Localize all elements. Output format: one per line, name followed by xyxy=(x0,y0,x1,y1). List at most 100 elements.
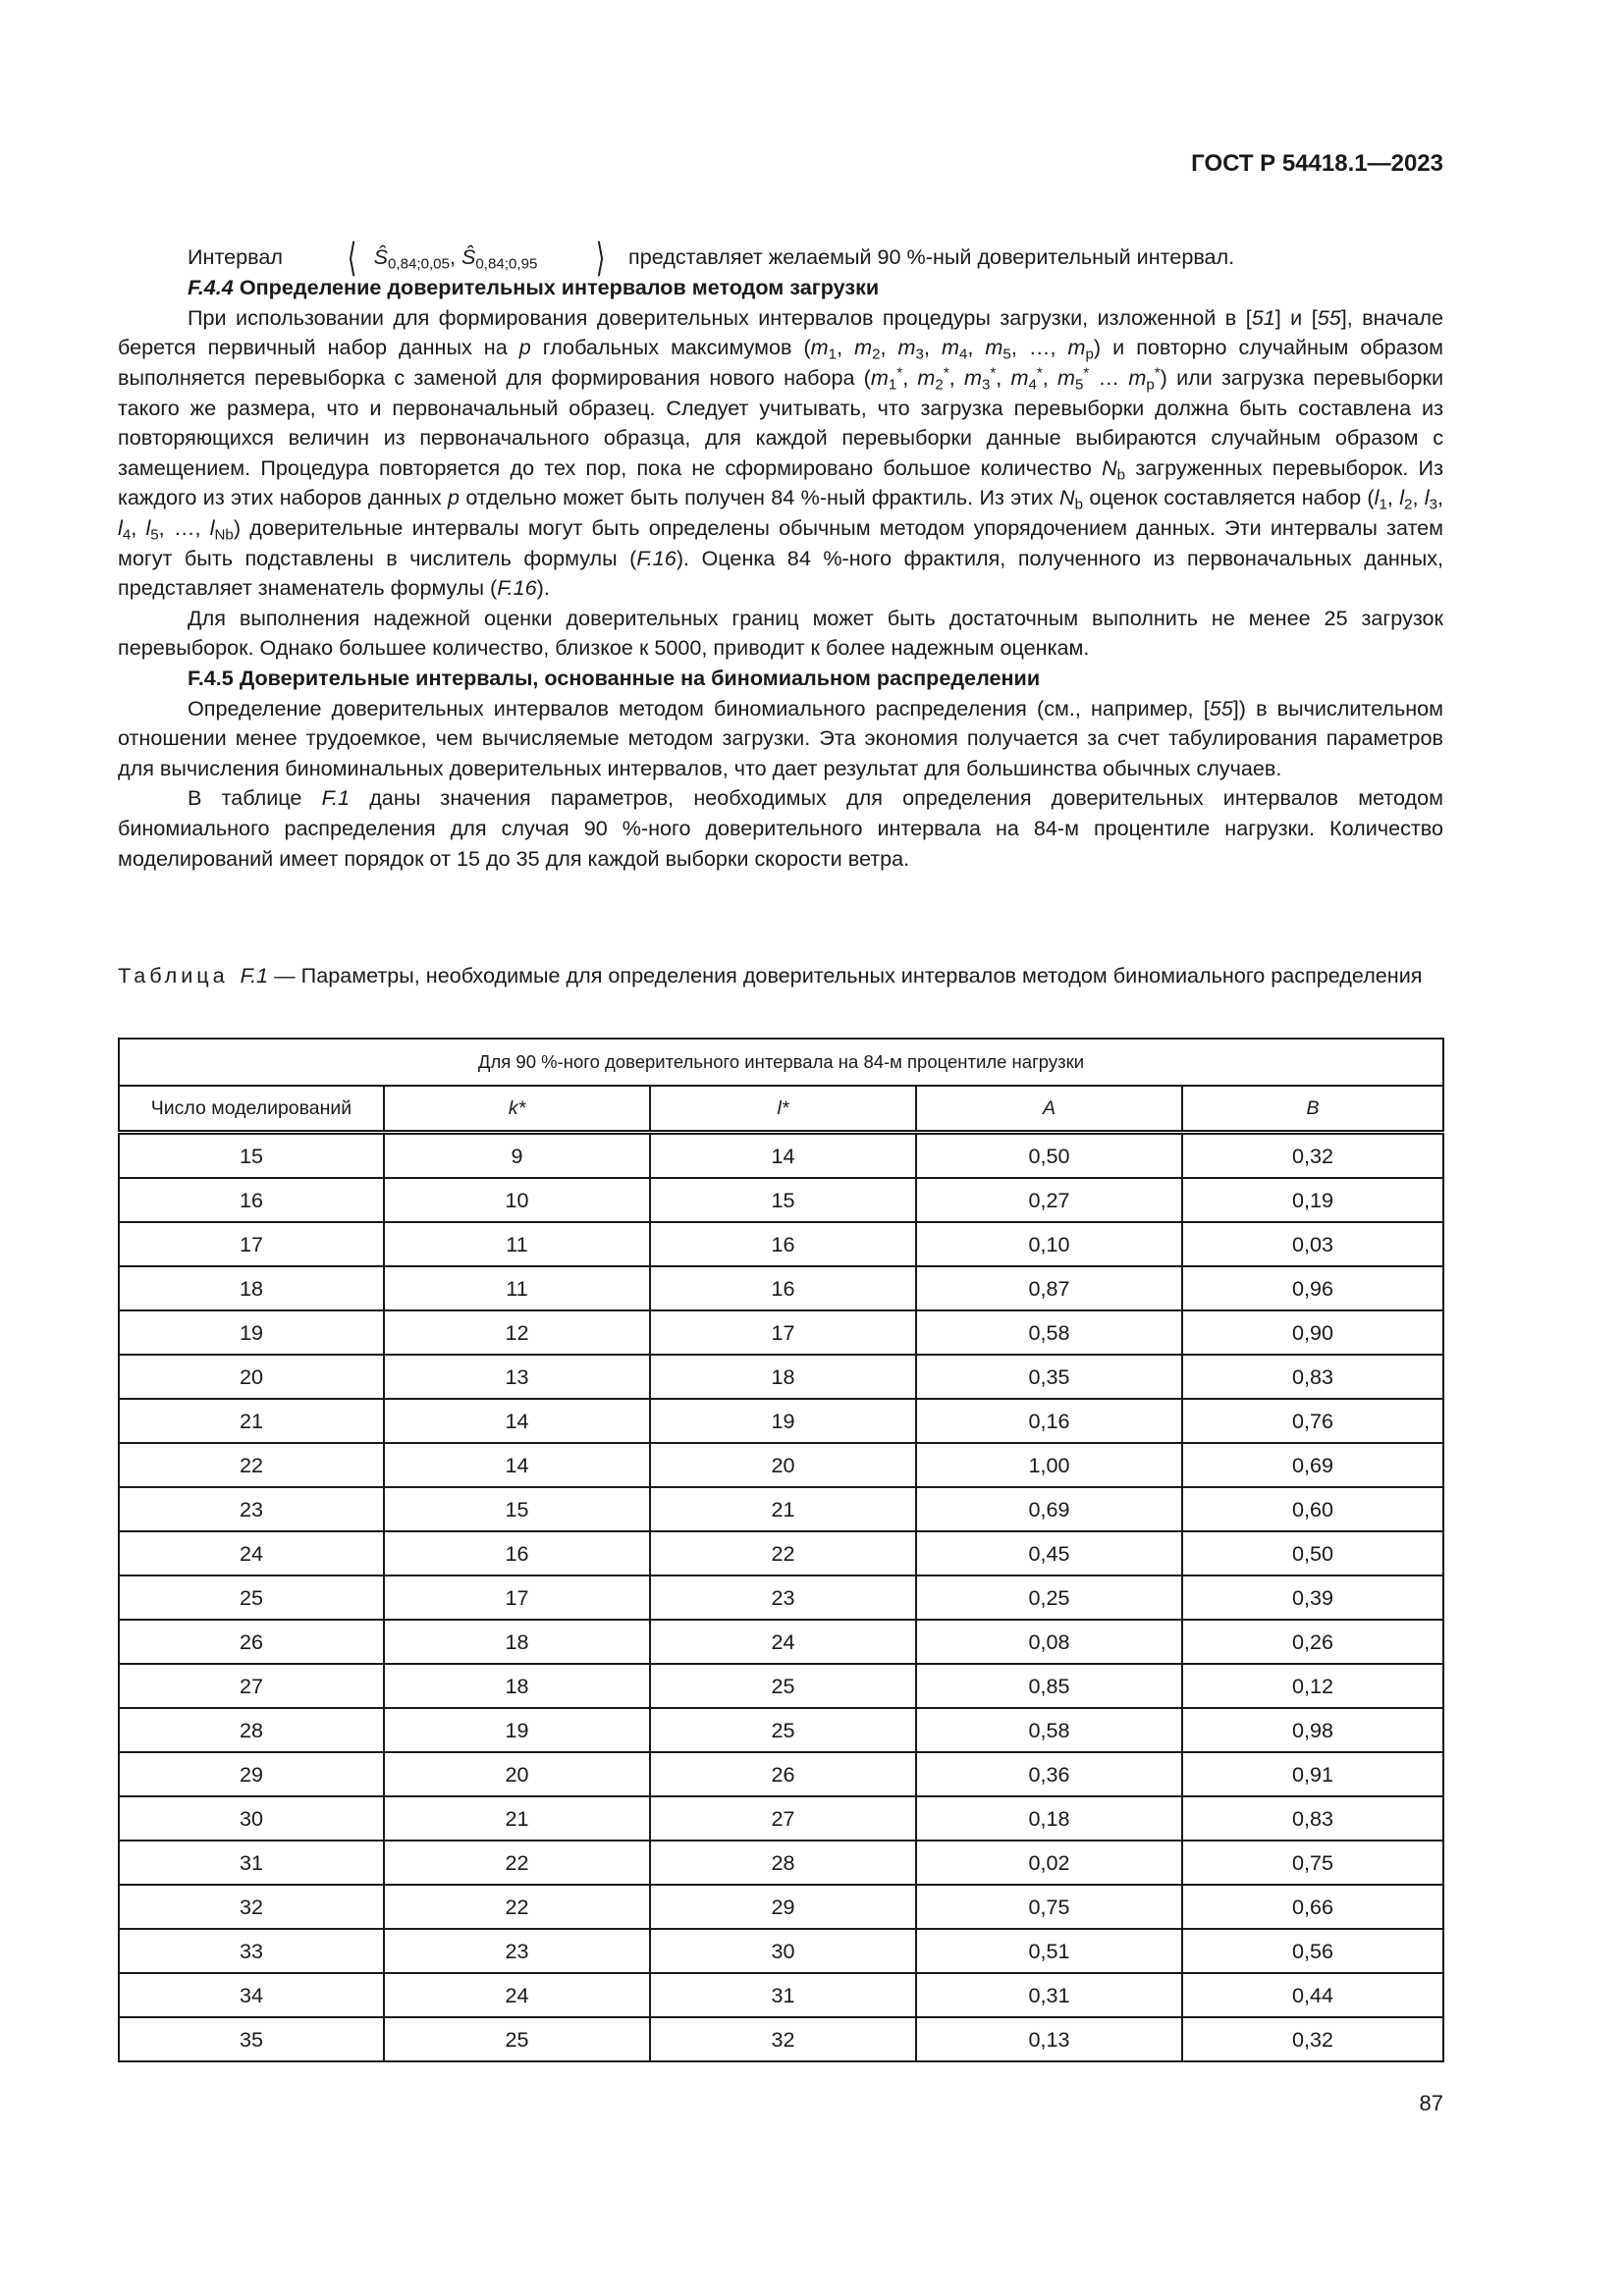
text-run: оценок составляется набор ( xyxy=(1082,485,1375,510)
table-cell: 0,31 xyxy=(915,1972,1183,2018)
table-cell: 0,44 xyxy=(1181,1972,1444,2018)
table-cell: 0,83 xyxy=(1181,1795,1444,1842)
formula-subscript: 0,84;0,95 xyxy=(475,255,538,273)
table-cell: 16 xyxy=(649,1221,917,1267)
formula-subscript: 0,84;0,05 xyxy=(387,255,450,273)
table-span-header: Для 90 %-ного доверительного интервала н… xyxy=(118,1038,1444,1087)
table-cell: 0,25 xyxy=(915,1575,1183,1621)
paragraph: При использовании для формирования довер… xyxy=(118,303,1443,604)
table-cell: 33 xyxy=(118,1928,385,1974)
text-run: F.1 xyxy=(321,785,351,811)
text-run: b xyxy=(1074,496,1083,513)
table-cell: 12 xyxy=(383,1309,651,1356)
table-cell: 0,69 xyxy=(1181,1442,1444,1488)
table-row: 35 25 32 0,13 0,32 xyxy=(118,2016,1444,2062)
table-cell: 22 xyxy=(383,1840,651,1886)
text-run: отдельно может быть получен 84 %-ный фра… xyxy=(460,485,1059,510)
table-cell: 0,50 xyxy=(1181,1530,1444,1576)
caption-text: — Параметры, необходимые для определения… xyxy=(268,963,1423,988)
text-run: 2 xyxy=(935,376,944,394)
text-run: 55 xyxy=(1209,695,1233,721)
text-run: , xyxy=(923,335,942,360)
table-cell: 32 xyxy=(118,1884,385,1930)
table-cell: 23 xyxy=(383,1928,651,1974)
text-run: l xyxy=(145,515,151,541)
text-run: m xyxy=(963,365,982,391)
interval-sentence: Интервал ⟨ Ŝ0,84;0,05, Ŝ0,84;0,95 ⟩ предст… xyxy=(118,237,1443,281)
text-run: 5 xyxy=(1002,347,1011,364)
table-cell: 0,27 xyxy=(915,1177,1183,1223)
table-cell: 28 xyxy=(118,1707,385,1753)
text-run: N xyxy=(1058,485,1075,510)
text-run: 1 xyxy=(1379,496,1387,513)
text-run: 51 xyxy=(1251,304,1275,330)
table-cell: 0,32 xyxy=(1181,1131,1444,1179)
text-run: ) до­верительные интервалы могут быть оп… xyxy=(118,515,1444,570)
table-row: 31 22 28 0,02 0,75 xyxy=(118,1840,1444,1886)
table-cell: 23 xyxy=(118,1486,385,1532)
table-cell: 0,60 xyxy=(1181,1486,1444,1532)
table-cell: 20 xyxy=(649,1442,917,1488)
text-run: 5 xyxy=(150,526,159,544)
table-span-header-row: Для 90 %-ного доверительного интервала н… xyxy=(118,1038,1444,1087)
text-run: l xyxy=(209,515,215,541)
column-header-a: A xyxy=(915,1085,1183,1135)
table-row: 24 16 22 0,45 0,50 xyxy=(118,1530,1444,1576)
table-row: 30 21 27 0,18 0,83 xyxy=(118,1795,1444,1842)
text-run: ). xyxy=(536,575,550,601)
page-number: 87 xyxy=(1419,2091,1443,2115)
table-cell: 22 xyxy=(118,1442,385,1488)
table-cell: 26 xyxy=(649,1751,917,1797)
text-run: m xyxy=(1057,365,1076,391)
text-run: m xyxy=(941,335,959,360)
text-run: ) и по­вторно случайным образом выполняе… xyxy=(118,335,1444,391)
table-row: 28 19 25 0,58 0,98 xyxy=(118,1707,1444,1753)
table-cell: 19 xyxy=(383,1707,651,1753)
text-run: m xyxy=(985,335,1003,360)
table-caption: Таблица F.1 — Параметры, необходимые для… xyxy=(118,961,1443,991)
table-cell: 0,75 xyxy=(915,1884,1183,1930)
table-cell: 18 xyxy=(383,1619,651,1665)
text-run: Определение доверительных интервалов мет… xyxy=(233,275,880,300)
table-cell: 17 xyxy=(118,1221,385,1267)
text-run: даны значения параметров, необходимых дл… xyxy=(118,785,1443,871)
formula-close-bracket: ⟩ xyxy=(596,237,606,281)
body-text: Интервал ⟨ Ŝ0,84;0,05, Ŝ0,84;0,95 ⟩ предст… xyxy=(118,237,1443,874)
table-cell: 0,18 xyxy=(915,1795,1183,1842)
table-cell: 0,35 xyxy=(915,1354,1183,1400)
text-run: m xyxy=(1067,335,1086,360)
table-cell: 0,96 xyxy=(1181,1265,1444,1311)
table-cell: 21 xyxy=(649,1486,917,1532)
column-header-a-text: A xyxy=(1042,1096,1056,1119)
table-cell: 24 xyxy=(383,1972,651,2018)
table-cell: 30 xyxy=(649,1928,917,1974)
table-cell: 16 xyxy=(383,1530,651,1576)
column-header-k-text: k* xyxy=(508,1096,526,1119)
text-run: 4 xyxy=(1028,376,1037,394)
table-cell: 16 xyxy=(649,1265,917,1311)
table-cell: 14 xyxy=(383,1442,651,1488)
text-run: 3 xyxy=(981,376,991,394)
caption-id: F.1 xyxy=(240,963,269,988)
table-cell: 0,56 xyxy=(1181,1928,1444,1974)
table-cell: 31 xyxy=(649,1972,917,2018)
text-run: , xyxy=(948,365,964,391)
table-cell: 30 xyxy=(118,1795,385,1842)
text-run: m xyxy=(1010,365,1029,391)
text-run: , xyxy=(1042,365,1058,391)
table-cell: 34 xyxy=(118,1972,385,2018)
table-cell: 18 xyxy=(649,1354,917,1400)
table-cell: 0,69 xyxy=(915,1486,1183,1532)
text-run: l xyxy=(118,515,123,541)
sections: F.4.4 Определение доверительных интервал… xyxy=(118,273,1443,874)
text-run: 4 xyxy=(958,347,968,364)
section-heading: F.4.4 Определение доверительных интервал… xyxy=(118,273,1443,303)
text-run: * xyxy=(896,364,903,382)
text-run: p xyxy=(518,335,531,360)
table-row: 20 13 18 0,35 0,83 xyxy=(118,1354,1444,1400)
column-header-l-text: l* xyxy=(777,1096,789,1119)
text-run: , …, xyxy=(1010,335,1068,360)
table-cell: 0,36 xyxy=(915,1751,1183,1797)
text-run: 1 xyxy=(888,376,897,394)
text-run: * xyxy=(1083,364,1090,382)
